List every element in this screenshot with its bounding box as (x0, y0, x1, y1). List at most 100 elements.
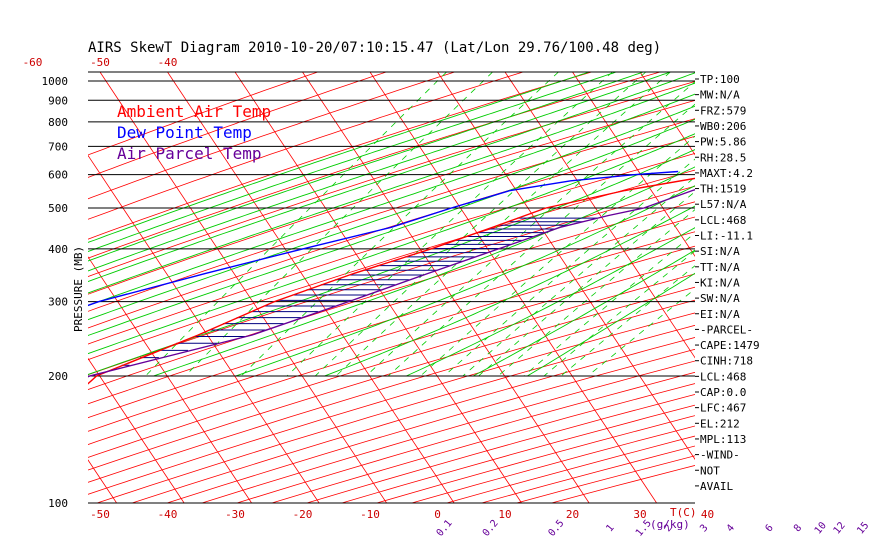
dry-adiabat-line (88, 118, 695, 312)
dry-adiabat-line (88, 153, 695, 345)
dry-adiabat-line (88, 231, 695, 419)
moist-adiabat-line (88, 133, 695, 355)
mixing-ratio-label: 12 (832, 520, 848, 536)
side-panel-entry: PW:5.86 (700, 136, 746, 149)
bottom-temp-tick-label: -40 (158, 508, 178, 521)
side-panel-entry: LFC:467 (700, 402, 746, 415)
dew-point-temp-line (88, 170, 679, 307)
bottom-temp-tick-label: 10 (498, 508, 511, 521)
side-panel-entry: CAPE:1479 (700, 339, 760, 352)
pressure-tick-label: 500 (48, 202, 68, 215)
dry-adiabat-line (88, 312, 695, 495)
mixing-ratio-label: 0.5 (547, 518, 567, 539)
moist-adiabat-line (88, 149, 695, 375)
dry-adiabat-line (88, 185, 695, 376)
moist-adiabat-line (88, 118, 695, 336)
pressure-tick-label: 400 (48, 243, 68, 256)
dry-adiabat-line (88, 72, 592, 240)
mixing-ratio-label: 6 (763, 523, 775, 535)
pressure-tick-label: 300 (48, 296, 68, 309)
side-panel-entry: MW:N/A (700, 89, 740, 102)
side-panel-entry: TP:100 (700, 73, 740, 86)
bottom-axis-unit: T(C) (670, 506, 697, 519)
mixing-ratio-grid (145, 72, 695, 377)
mixing-ratio-label: 10 (813, 520, 829, 536)
bottom-temp-tick-label: 40 (701, 508, 714, 521)
isotherm-line (775, 72, 870, 503)
moist-adiabat-line (88, 93, 695, 307)
pressure-tick-label: 900 (48, 94, 68, 107)
dry-adiabat-line (88, 100, 695, 295)
side-panel-entry: EL:212 (700, 417, 740, 430)
moist-adiabat-line (235, 185, 695, 377)
side-panel-entry: -PARCEL- (700, 323, 753, 336)
legend-dew-point-temp: Dew Point Temp (117, 123, 252, 142)
bottom-temp-tick-label: -30 (225, 508, 245, 521)
dry-adiabat-line (88, 259, 695, 445)
mixing-ratio-label: 8 (792, 523, 804, 535)
dry-adiabat-line (88, 245, 695, 432)
legend: Ambient Air Temp Dew Point Temp Air Parc… (117, 102, 271, 163)
mixing-ratio-label: 3 (698, 523, 710, 535)
side-panel-entry: SI:N/A (700, 245, 740, 258)
side-panel-entry: CAP:0.0 (700, 386, 746, 399)
isotherm-line (302, 72, 590, 503)
mixing-ratio-line (497, 209, 695, 377)
side-panel-entry: TH:1519 (700, 183, 746, 196)
side-panel-entry: TT:N/A (700, 261, 740, 274)
side-panel-entry: FRZ:579 (700, 104, 746, 117)
dry-adiabat-line (88, 72, 387, 178)
side-panel-entry: EI:N/A (700, 308, 740, 321)
moist-adiabat-line (88, 72, 695, 282)
y-axis-label: PRESSURE (MB) (72, 246, 85, 332)
bottom-temp-tick-label: 0 (434, 508, 441, 521)
isotherm-line (504, 72, 695, 359)
side-panel-entry: KI:N/A (700, 276, 740, 289)
pressure-tick-label: 1000 (42, 75, 69, 88)
moist-adiabat-line (88, 72, 590, 243)
dry-adiabat-line (96, 324, 695, 503)
pressure-tick-label: 700 (48, 140, 68, 153)
air-parcel-temp-line (88, 188, 695, 378)
mixing-ratio-line (335, 72, 671, 377)
side-panel-entry: MAXT:4.2 (700, 167, 753, 180)
dry-adiabat-line (88, 135, 695, 329)
isotherm-line (88, 459, 117, 503)
mixing-ratio-label: 1 (604, 523, 616, 535)
mixing-ratio-label: 0.1 (435, 518, 455, 539)
moist-adiabat-line (88, 72, 617, 253)
dry-adiabat-grid (88, 72, 695, 503)
side-panel-entry: L57:N/A (700, 198, 747, 211)
side-panel-entry: NOT (700, 464, 720, 477)
mixing-ratio-line (443, 158, 695, 377)
bottom-temp-tick-label: -10 (360, 508, 380, 521)
side-panel-entry: RH:28.5 (700, 151, 746, 164)
mixing-ratio-line (523, 232, 695, 377)
dry-adiabat-line (88, 72, 661, 259)
dry-adiabat-line (166, 348, 695, 503)
mixing-ratio-label: 2 (662, 523, 674, 535)
dry-adiabat-line (88, 169, 695, 361)
moist-adiabat-line (406, 227, 695, 377)
dry-adiabat-line (88, 216, 695, 405)
side-panel-entry: CINH:718 (700, 355, 753, 368)
side-panel-entry: LCL:468 (700, 370, 746, 383)
mixing-ratio-line (184, 72, 493, 377)
cape-hatch (121, 217, 598, 366)
dry-adiabat-line (88, 72, 455, 200)
isotherm-line (99, 72, 387, 503)
isobar-grid (88, 71, 695, 504)
dry-adiabat-line (446, 435, 695, 503)
mixing-ratio-label: 0.2 (481, 518, 501, 539)
dry-adiabat-line (481, 445, 695, 503)
side-panel-entry: WB0:206 (700, 120, 746, 133)
isotherm-line (88, 256, 252, 503)
dry-adiabat-line (88, 72, 524, 220)
mixing-ratio-line (388, 103, 695, 377)
dry-adiabat-line (88, 81, 695, 277)
mixing-ratio-line (286, 72, 613, 377)
isotherm-line (369, 72, 657, 503)
mixing-ratio-line (315, 72, 647, 377)
dry-adiabat-line (88, 72, 318, 156)
